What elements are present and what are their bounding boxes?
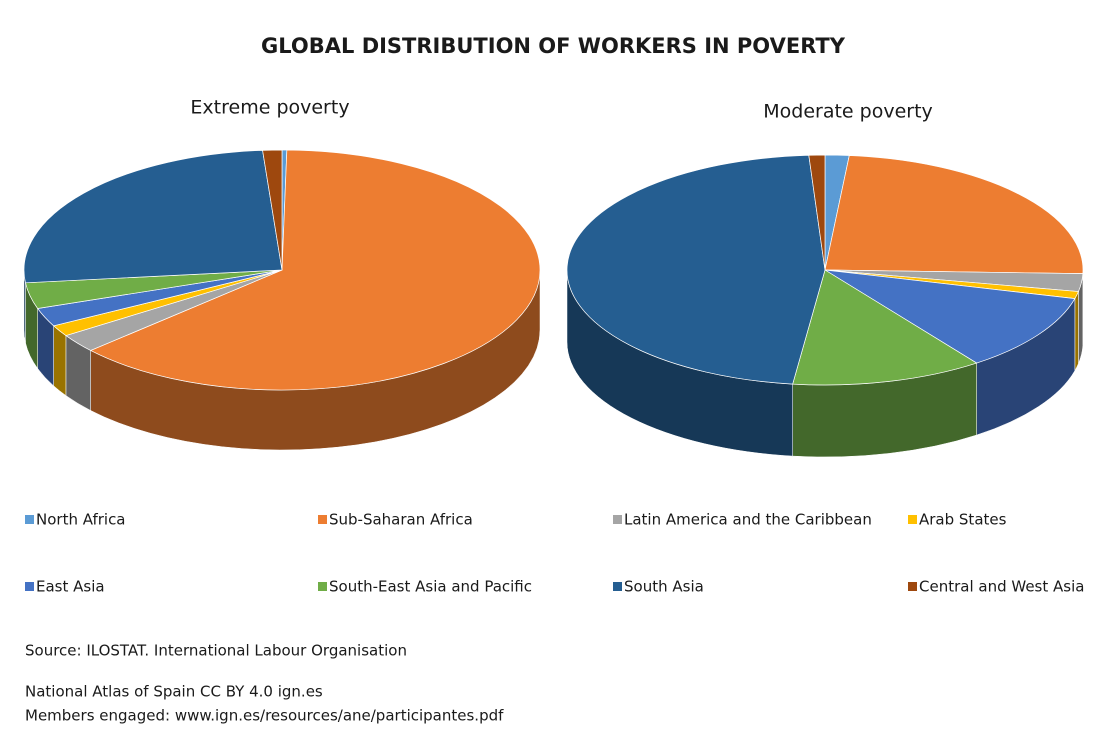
pie-slice <box>808 154 826 271</box>
credit: Members engaged: www.ign.es/resources/an… <box>25 707 504 725</box>
pie-slice <box>824 155 1084 274</box>
pie-side <box>53 325 67 397</box>
legend-label: Latin America and the Caribbean <box>624 511 872 529</box>
legend-swatch <box>613 515 622 524</box>
pie-slice <box>89 149 541 391</box>
legend-swatch <box>908 582 917 591</box>
legend-label: South Asia <box>624 578 704 596</box>
legend-swatch <box>613 582 622 591</box>
legend-swatch <box>318 582 327 591</box>
legend-label: East Asia <box>36 578 105 596</box>
legend-swatch <box>25 515 34 524</box>
pie-slice <box>792 269 978 386</box>
pie-title: Moderate poverty <box>763 101 933 123</box>
pie-side <box>1074 291 1079 372</box>
legend-label: Arab States <box>919 511 1007 529</box>
source: Source: ILOSTAT. International Labour Or… <box>25 642 407 660</box>
legend-label: Central and West Asia <box>919 578 1084 596</box>
pie-slice <box>566 154 826 385</box>
legend-label: South-East Asia and Pacific <box>329 578 532 596</box>
legend-label: North Africa <box>36 511 126 529</box>
legend-swatch <box>318 515 327 524</box>
legend-swatch <box>908 515 917 524</box>
pie-slice <box>23 149 283 284</box>
pie-slice <box>824 269 1076 364</box>
credit: National Atlas of Spain CC BY 4.0 ign.es <box>25 683 323 701</box>
legend-label: Sub-Saharan Africa <box>329 511 473 529</box>
legend-swatch <box>25 582 34 591</box>
pie-title: Extreme poverty <box>190 97 349 119</box>
pie-slice <box>262 149 283 271</box>
chart-title: GLOBAL DISTRIBUTION OF WORKERS IN POVERT… <box>261 34 846 58</box>
